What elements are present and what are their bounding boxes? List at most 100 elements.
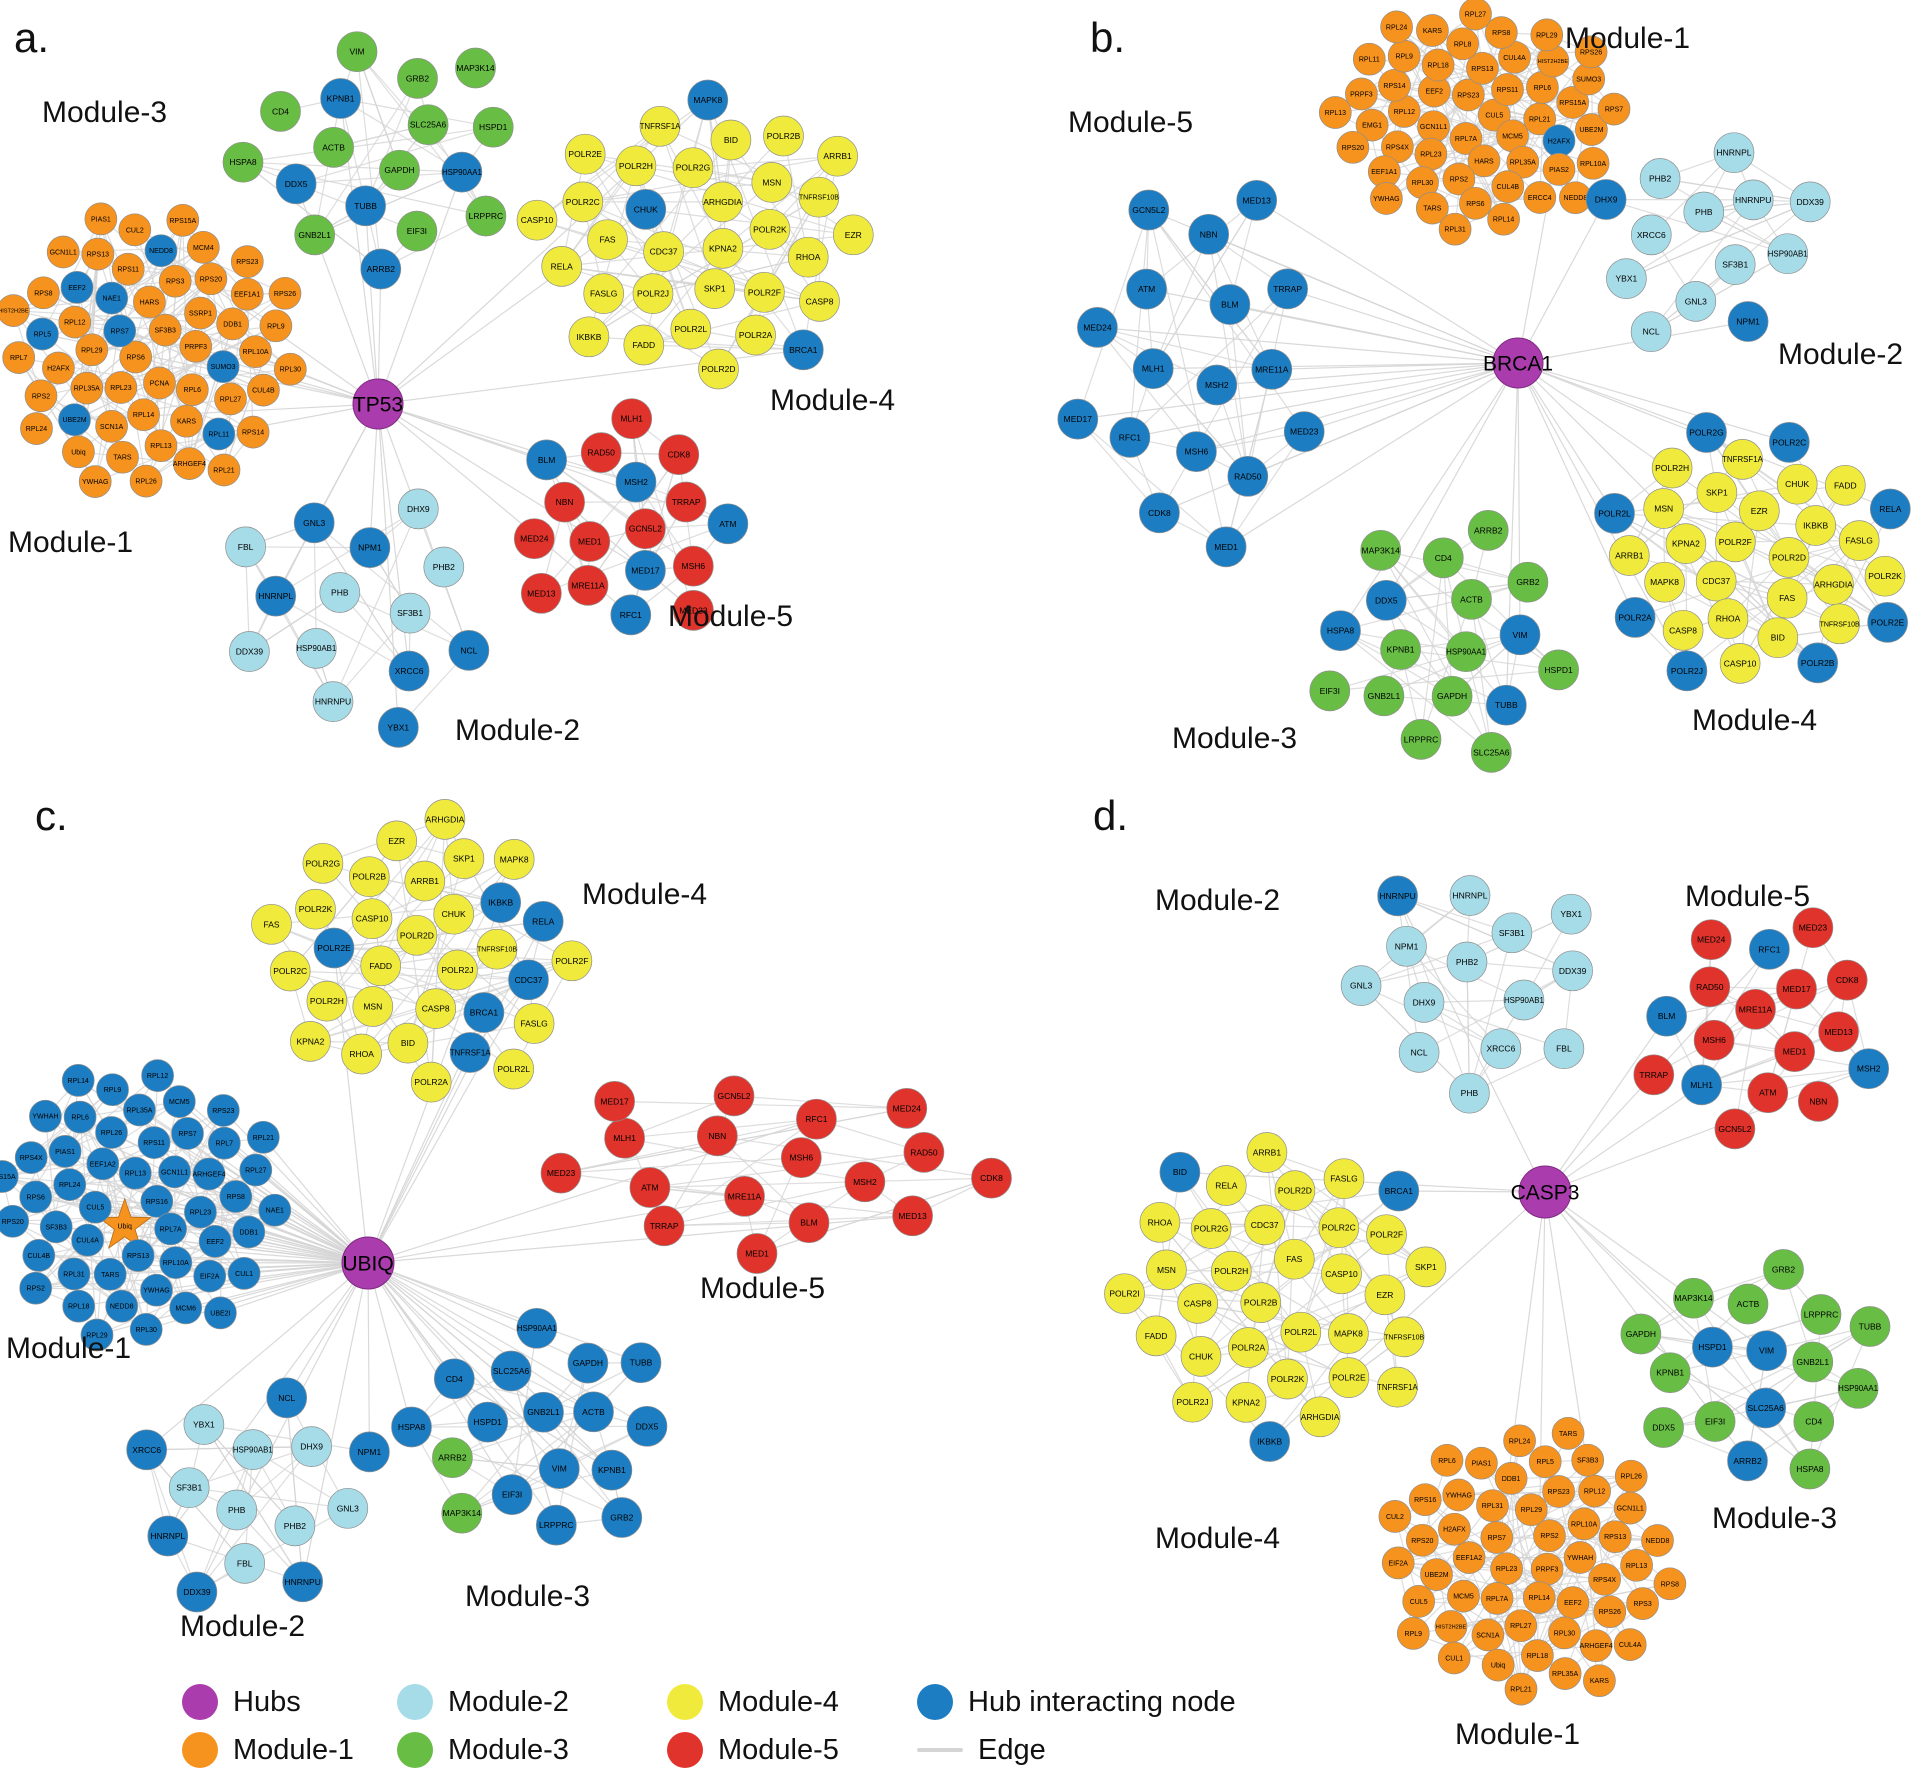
network-node[interactable]: DDB1 bbox=[1494, 1462, 1528, 1495]
network-node[interactable]: EIF3I bbox=[396, 210, 438, 252]
network-node[interactable]: POLR2F bbox=[551, 940, 593, 982]
network-node[interactable]: POLR2H bbox=[615, 145, 657, 187]
network-node[interactable]: POLR2G bbox=[672, 147, 714, 189]
network-node[interactable]: RPS7 bbox=[103, 314, 137, 348]
network-node[interactable]: SF3B3 bbox=[1571, 1443, 1605, 1477]
network-node[interactable]: MCM4 bbox=[186, 230, 220, 264]
network-node[interactable]: MSN bbox=[352, 986, 394, 1027]
network-node[interactable]: KPNB1 bbox=[1380, 629, 1421, 670]
network-node[interactable]: DHX9 bbox=[1585, 179, 1627, 220]
network-node[interactable]: FBL bbox=[225, 526, 266, 568]
network-node[interactable]: POLR2B bbox=[1240, 1282, 1282, 1323]
network-node[interactable]: RPL13 bbox=[1620, 1548, 1653, 1582]
network-node[interactable]: RPL10A bbox=[1567, 1507, 1601, 1541]
network-node[interactable]: MED13 bbox=[520, 572, 562, 614]
network-node[interactable]: RPL11 bbox=[202, 417, 236, 451]
network-node[interactable]: YWHAH bbox=[29, 1099, 62, 1133]
network-node[interactable]: POLR2C bbox=[1768, 422, 1810, 463]
network-node[interactable]: RPL9 bbox=[96, 1073, 129, 1107]
network-node[interactable]: HNRNPU bbox=[1732, 179, 1774, 221]
network-node[interactable]: TUBB bbox=[620, 1342, 662, 1384]
network-node[interactable]: RPS11 bbox=[137, 1126, 171, 1159]
network-node[interactable]: MED17 bbox=[1057, 398, 1099, 440]
network-node[interactable]: RPL6 bbox=[1430, 1443, 1464, 1477]
network-node[interactable]: SUMO3 bbox=[206, 350, 240, 383]
network-node[interactable]: HSP90AB1 bbox=[1503, 979, 1545, 1021]
network-node[interactable]: HNRNPL bbox=[1449, 875, 1491, 916]
network-node[interactable]: UBE2M bbox=[58, 403, 91, 437]
network-node[interactable]: EIF3I bbox=[1309, 670, 1351, 712]
network-node[interactable]: CDK8 bbox=[1826, 959, 1868, 1001]
network-node[interactable]: KPNA2 bbox=[290, 1021, 331, 1062]
network-node[interactable]: KPNA2 bbox=[702, 228, 744, 269]
network-node[interactable]: HSP90AB1 bbox=[232, 1429, 274, 1470]
network-node[interactable]: HSPA8 bbox=[391, 1406, 432, 1448]
network-node[interactable]: RPL24 bbox=[1380, 10, 1413, 44]
network-node[interactable]: RPL18 bbox=[1421, 48, 1455, 82]
network-node[interactable]: RPL21 bbox=[1504, 1672, 1538, 1706]
network-node[interactable]: KARS bbox=[1416, 14, 1449, 47]
network-node[interactable]: CUL4B bbox=[22, 1239, 56, 1272]
network-node[interactable]: MSH2 bbox=[1196, 364, 1238, 406]
network-node[interactable]: TARS bbox=[106, 440, 139, 474]
network-node[interactable]: RPS3 bbox=[158, 264, 192, 298]
network-node[interactable]: EEF2 bbox=[198, 1225, 232, 1258]
network-node[interactable]: ARRB2 bbox=[360, 248, 402, 290]
network-node[interactable]: RPL23 bbox=[104, 371, 138, 404]
network-node[interactable]: YBX1 bbox=[183, 1404, 225, 1445]
network-node[interactable]: RFC1 bbox=[1749, 928, 1790, 970]
network-node[interactable]: GRB2 bbox=[397, 58, 438, 99]
network-node[interactable]: POLR2E bbox=[1867, 602, 1908, 643]
network-node[interactable]: RHOA bbox=[1707, 598, 1749, 640]
network-node[interactable]: EZR bbox=[376, 820, 418, 862]
network-node[interactable]: RPL29 bbox=[1514, 1493, 1548, 1527]
network-node[interactable]: NEDD8 bbox=[105, 1289, 139, 1323]
network-node[interactable]: RPL6 bbox=[1526, 71, 1559, 104]
network-node[interactable]: RPL26 bbox=[1614, 1459, 1648, 1493]
network-node[interactable]: MED13 bbox=[1236, 180, 1278, 221]
network-node[interactable]: DDX5 bbox=[1365, 579, 1407, 621]
network-node[interactable]: MED17 bbox=[594, 1081, 635, 1122]
network-node[interactable]: MED17 bbox=[625, 550, 666, 591]
network-node[interactable]: RPS13 bbox=[1466, 51, 1499, 85]
network-node[interactable]: RPS15A bbox=[1556, 86, 1590, 119]
network-node[interactable]: RPL29 bbox=[1530, 18, 1564, 52]
network-node[interactable]: RPL7 bbox=[2, 341, 36, 374]
network-node[interactable]: PIAS2 bbox=[1542, 153, 1576, 186]
network-node[interactable]: ARHGEF4 bbox=[1580, 1629, 1613, 1663]
network-node[interactable]: MED24 bbox=[886, 1088, 928, 1129]
network-node[interactable]: NPM1 bbox=[1386, 925, 1427, 967]
network-node[interactable]: SF3B1 bbox=[389, 592, 431, 634]
network-node[interactable]: XRCC6 bbox=[1630, 214, 1672, 256]
network-node[interactable]: FBL bbox=[224, 1543, 266, 1584]
network-node[interactable]: RPL7A bbox=[1449, 122, 1483, 155]
network-node[interactable]: GNL3 bbox=[327, 1487, 369, 1529]
network-node[interactable]: RPL5 bbox=[26, 317, 59, 351]
network-node[interactable]: PHB bbox=[319, 572, 361, 613]
network-node[interactable]: KPNB1 bbox=[1649, 1352, 1691, 1394]
network-node[interactable]: POLR2L bbox=[1594, 493, 1635, 534]
network-node[interactable]: SKP1 bbox=[443, 838, 485, 879]
hub-node-brca1[interactable]: BRCA1 bbox=[1483, 337, 1553, 389]
network-node[interactable]: RPS13 bbox=[121, 1239, 155, 1272]
network-node[interactable]: MSH6 bbox=[780, 1137, 822, 1178]
network-node[interactable]: ARHGEF4 bbox=[192, 1157, 226, 1191]
network-node[interactable]: VIM bbox=[538, 1448, 580, 1489]
network-node[interactable]: PHB bbox=[216, 1489, 258, 1531]
network-node[interactable]: MED17 bbox=[1776, 968, 1817, 1010]
network-node[interactable]: YWHAG bbox=[1370, 182, 1403, 215]
network-node[interactable]: MED13 bbox=[892, 1195, 933, 1237]
network-node[interactable]: NEDD8 bbox=[144, 234, 178, 268]
network-node[interactable]: HARS bbox=[1467, 144, 1501, 178]
network-node[interactable]: POLR2B bbox=[348, 856, 390, 898]
network-node[interactable]: RPL6 bbox=[175, 373, 209, 407]
network-node[interactable]: MCM6 bbox=[169, 1291, 203, 1325]
network-node[interactable]: SLC25A6 bbox=[1470, 732, 1512, 773]
network-node[interactable]: NBN bbox=[1797, 1081, 1839, 1122]
network-node[interactable]: PIAS1 bbox=[84, 202, 118, 236]
network-node[interactable]: FAS bbox=[1766, 577, 1808, 619]
network-node[interactable]: CHUK bbox=[625, 189, 667, 230]
network-node[interactable]: DDX39 bbox=[1789, 181, 1831, 223]
network-node[interactable]: BLM bbox=[788, 1202, 830, 1244]
network-node[interactable]: RPL10A bbox=[159, 1246, 193, 1279]
